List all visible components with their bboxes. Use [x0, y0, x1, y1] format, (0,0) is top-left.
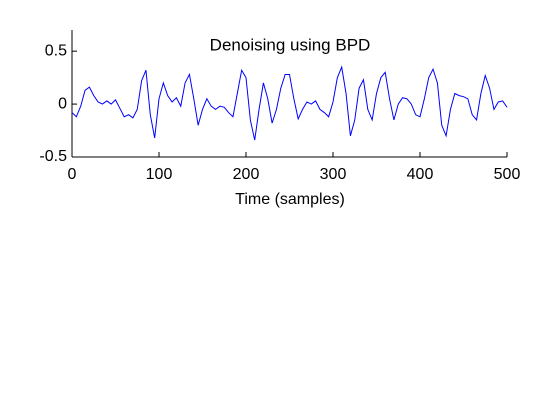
y-tick-label: -0.5	[39, 148, 67, 165]
y-tick-label: 0.5	[45, 42, 67, 59]
data-line	[71, 65, 508, 141]
x-tick-label: 0	[68, 166, 77, 183]
x-tick-label: 100	[146, 166, 173, 183]
y-tick-label: 0	[58, 95, 67, 112]
x-axis-label: Time (samples)	[235, 191, 345, 208]
x-tick-label: 300	[320, 166, 347, 183]
x-tick-label: 500	[494, 166, 521, 183]
x-tick-label: 200	[233, 166, 260, 183]
x-tick-label: 400	[407, 166, 434, 183]
chart-title: Denoising using BPD	[210, 35, 371, 54]
